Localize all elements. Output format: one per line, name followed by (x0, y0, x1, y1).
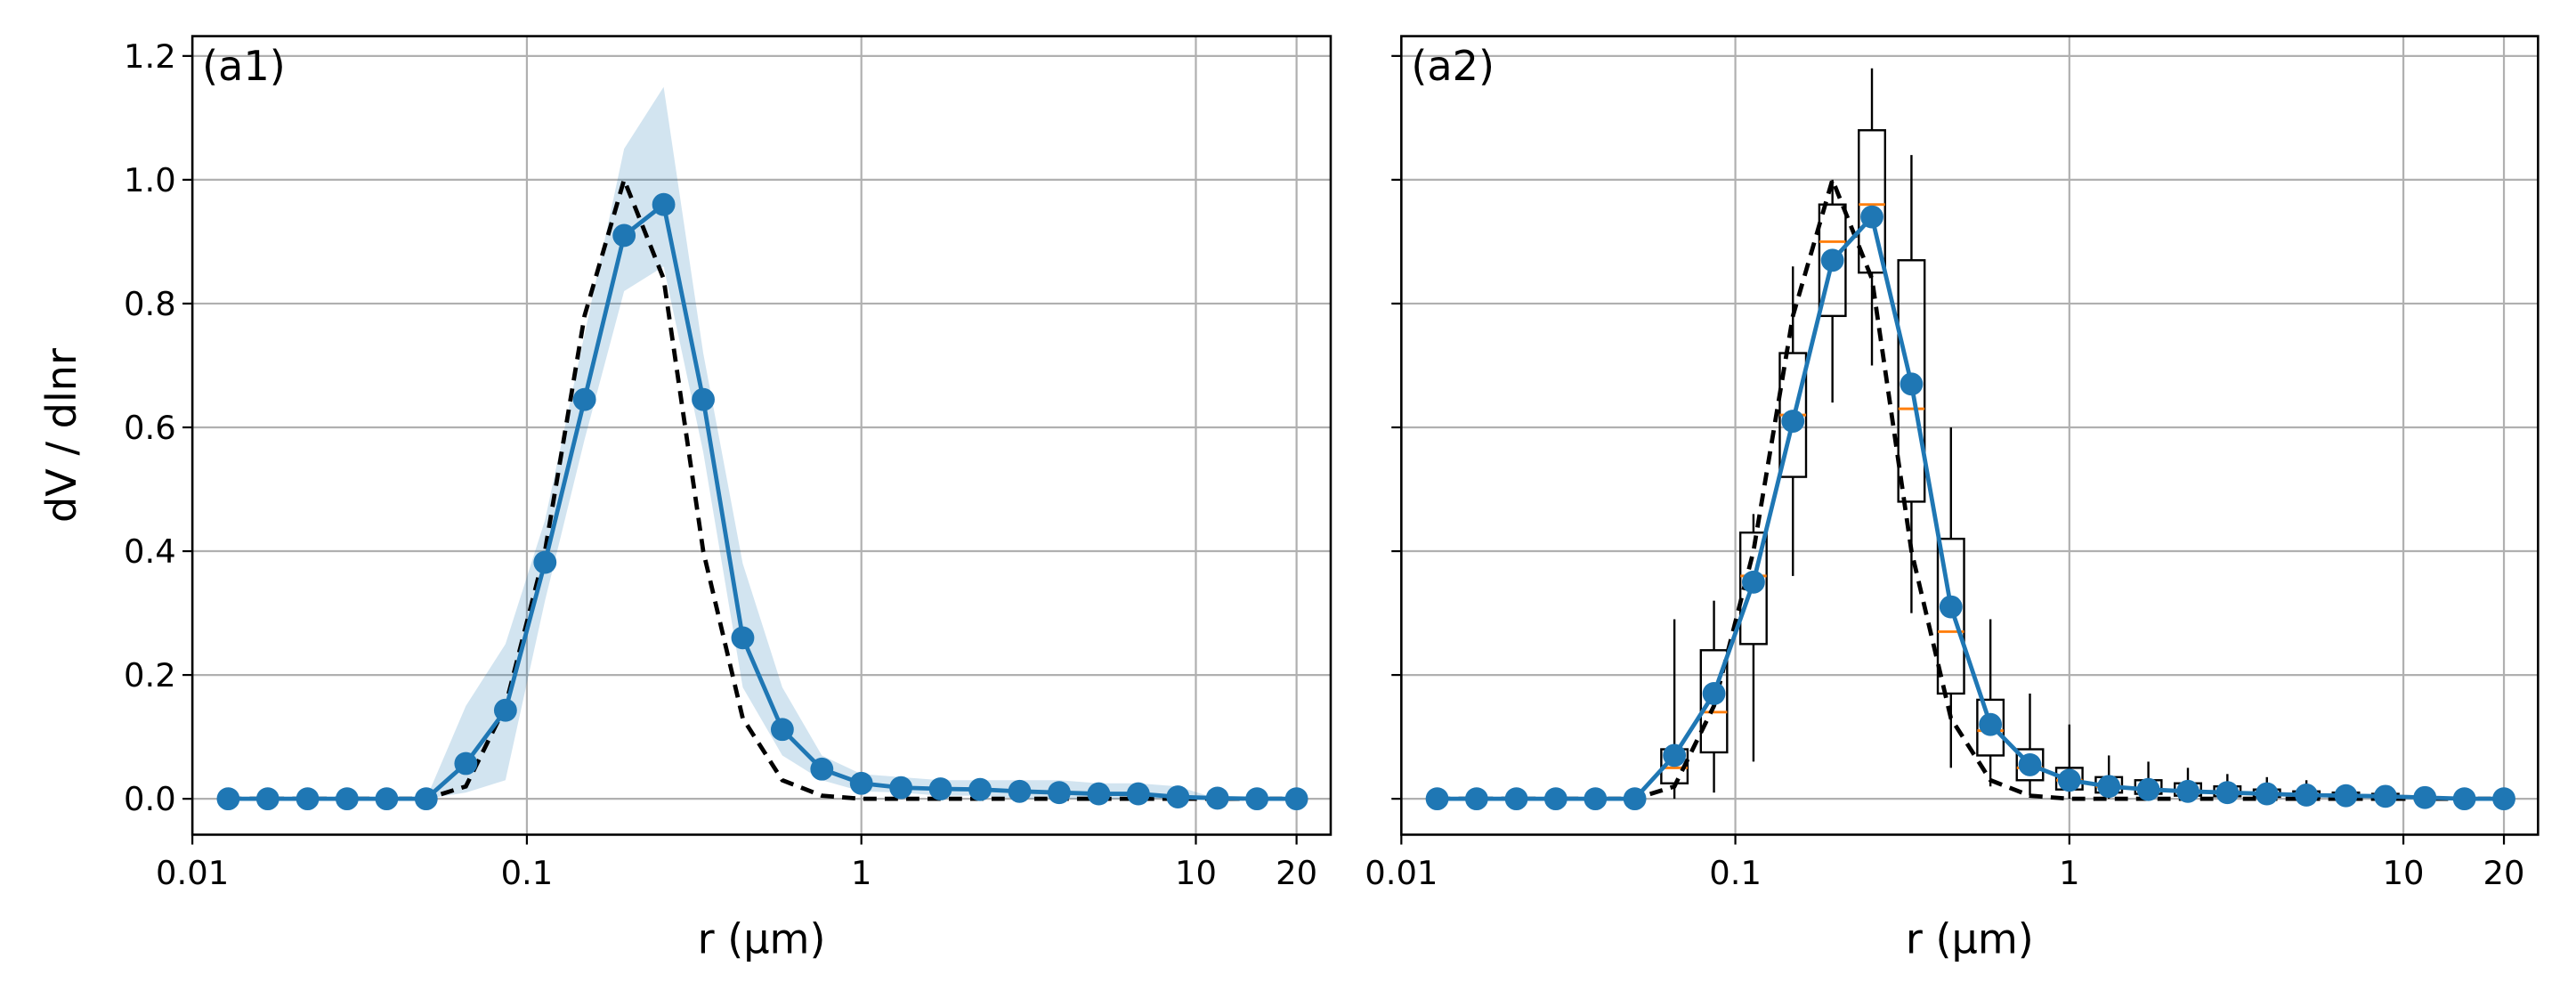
point (731, 626, 755, 650)
x-tick-label: 20 (1276, 854, 1317, 892)
point (1742, 570, 1765, 594)
x-tick-label: 1 (851, 854, 871, 892)
point (612, 223, 636, 248)
point (928, 777, 952, 800)
point (1781, 410, 1805, 433)
point (889, 776, 913, 800)
point (2452, 787, 2476, 811)
point (572, 387, 596, 411)
plot-area (216, 86, 1308, 811)
x-tick-label: 0.01 (1365, 854, 1438, 892)
point (2373, 784, 2397, 808)
x-tick-label: 0.01 (156, 854, 229, 892)
point (1900, 372, 1924, 396)
point (414, 787, 438, 811)
point (652, 192, 676, 216)
frame (1400, 35, 2540, 836)
point (216, 787, 240, 811)
point (533, 550, 557, 574)
point (1663, 743, 1687, 768)
x-axis-label: r (μm) (698, 914, 826, 962)
box (1976, 698, 2005, 757)
plot-area (1425, 68, 2515, 811)
x-tick-label: 10 (1175, 854, 1217, 892)
point (1860, 205, 1883, 229)
point (2492, 787, 2515, 811)
point (2413, 785, 2437, 809)
line (1437, 212, 2505, 801)
point (1820, 248, 1844, 272)
point (1008, 779, 1032, 803)
point (296, 787, 320, 811)
x-tick-label: 20 (2483, 854, 2525, 892)
y-tick-label: 0.4 (124, 532, 176, 571)
point (1425, 787, 1449, 811)
point (2255, 782, 2279, 806)
point (1623, 787, 1647, 811)
point (770, 718, 794, 742)
point (1464, 787, 1488, 811)
y-tick-label: 0.8 (124, 285, 176, 323)
point (849, 771, 873, 795)
point (335, 787, 359, 811)
point (2334, 784, 2358, 808)
y-tick-label: 0.2 (124, 656, 176, 694)
point (2018, 752, 2042, 776)
point (1543, 787, 1567, 811)
point (255, 787, 279, 811)
point (1584, 787, 1608, 811)
point (2216, 781, 2240, 805)
point (1166, 785, 1190, 808)
y-tick-label: 0.0 (124, 780, 176, 818)
panel-label: (a2) (1411, 42, 1495, 90)
point (493, 698, 517, 722)
panel-label: (a1) (202, 42, 286, 90)
point (1284, 787, 1308, 811)
point (810, 757, 834, 781)
frame (190, 35, 1333, 836)
point (1087, 782, 1111, 806)
box (1936, 537, 1965, 695)
point (1702, 682, 1726, 705)
dashed-line (1437, 173, 2505, 801)
x-tick-label: 10 (2383, 854, 2425, 892)
point (1205, 786, 1229, 810)
box (1738, 531, 1768, 646)
y-tick-label: 1.0 (124, 161, 176, 199)
point (1126, 782, 1150, 806)
x-tick-label: 0.1 (1709, 854, 1762, 892)
y-tick-label: 0.6 (124, 409, 176, 447)
box (2015, 748, 2045, 782)
box (1858, 129, 1886, 274)
box (1897, 259, 1926, 503)
point (1939, 595, 1963, 619)
panel: 0.01 0.1 1 10 20 (a2) r (μm) (1365, 35, 2540, 962)
point (2295, 784, 2319, 807)
y-tick-label: 1.2 (124, 37, 176, 76)
point (2097, 775, 2121, 799)
box (1699, 649, 1729, 754)
point (968, 777, 992, 801)
point (2136, 777, 2160, 801)
uncertainty-band (228, 86, 1297, 800)
box (1818, 203, 1847, 318)
point (1245, 787, 1269, 811)
x-tick-label: 0.1 (501, 854, 554, 892)
point (692, 387, 715, 411)
point (2176, 779, 2199, 803)
point (1979, 712, 2003, 736)
point (1048, 781, 1071, 805)
point (375, 787, 399, 811)
x-tick-label: 1 (2059, 854, 2079, 892)
point (454, 751, 478, 776)
line (228, 200, 1297, 801)
point (2057, 768, 2081, 792)
panel: 0.01 0.1 1 10 20 0.0 0.2 0.4 0.6 0.8 1.0 1.2 (a1) r (… (37, 35, 1333, 962)
point (1504, 787, 1528, 811)
y-axis-label: dV / dlnr (37, 348, 85, 523)
x-axis-label: r (μm) (1906, 914, 2034, 962)
